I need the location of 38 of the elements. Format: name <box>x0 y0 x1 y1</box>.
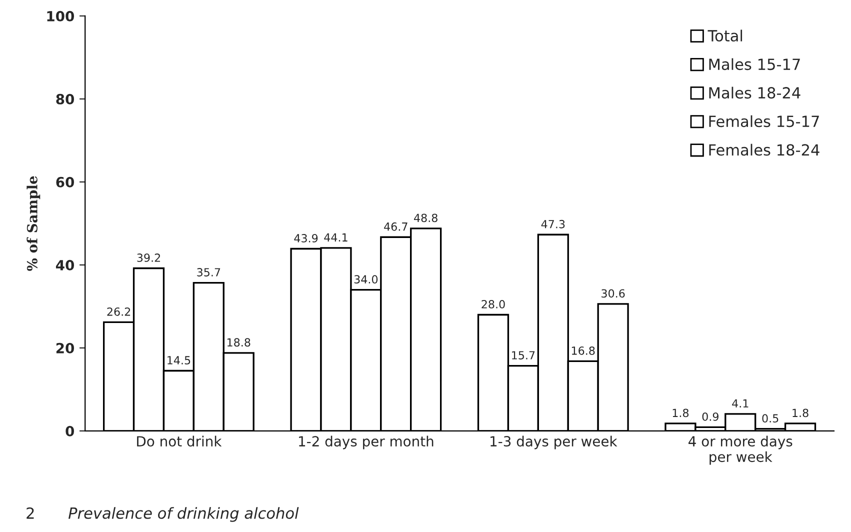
legend-label: Males 18-24 <box>709 86 800 99</box>
data-label: 0.9 <box>702 412 718 421</box>
x-tick-label: 1-2 days per month <box>299 436 434 450</box>
y-tick-label: 100 <box>47 10 74 22</box>
y-tick-label: 20 <box>56 342 74 354</box>
data-label: 18.8 <box>227 338 250 347</box>
legend-label: Females 18-24 <box>709 144 820 156</box>
data-label: 26.2 <box>107 307 130 316</box>
y-tick-label: 40 <box>56 260 74 270</box>
y-tick-label: 60 <box>56 176 74 188</box>
data-label: 47.3 <box>541 220 565 228</box>
data-label: 35.7 <box>197 268 220 276</box>
data-label: 43.9 <box>294 234 318 242</box>
legend-label: Females 15-17 <box>709 115 819 128</box>
data-label: 30.6 <box>602 289 625 298</box>
data-label: 15.7 <box>512 351 535 360</box>
data-label: 46.7 <box>384 222 408 231</box>
x-tick-label: 4 or more days per week <box>688 436 792 465</box>
legend-label: Total <box>708 30 742 42</box>
x-tick-label: 1-3 days per week <box>490 436 618 450</box>
data-label: 1.8 <box>672 408 689 418</box>
legend-label: Males 15-17 <box>709 58 800 70</box>
data-label: 48.8 <box>414 214 438 222</box>
data-label: 16.8 <box>572 346 595 355</box>
y-tick-label: 80 <box>56 94 74 104</box>
data-label: 28.0 <box>482 300 505 308</box>
x-tick-label: Do not drink <box>137 436 222 447</box>
data-label: 14.5 <box>168 356 190 364</box>
text: Prevalence of drinking alcohol <box>68 507 299 522</box>
data-label: 0.5 <box>762 414 778 423</box>
data-label: 34.0 <box>354 275 378 284</box>
text: 2 <box>26 507 34 519</box>
y-tick-label: 0 <box>66 426 74 436</box>
y-axis-title: % of Sample <box>26 176 40 271</box>
data-label: 44.1 <box>324 233 348 242</box>
data-label: 39.2 <box>137 254 160 262</box>
data-label: 4.1 <box>732 399 748 408</box>
data-label: 1.8 <box>792 408 808 418</box>
